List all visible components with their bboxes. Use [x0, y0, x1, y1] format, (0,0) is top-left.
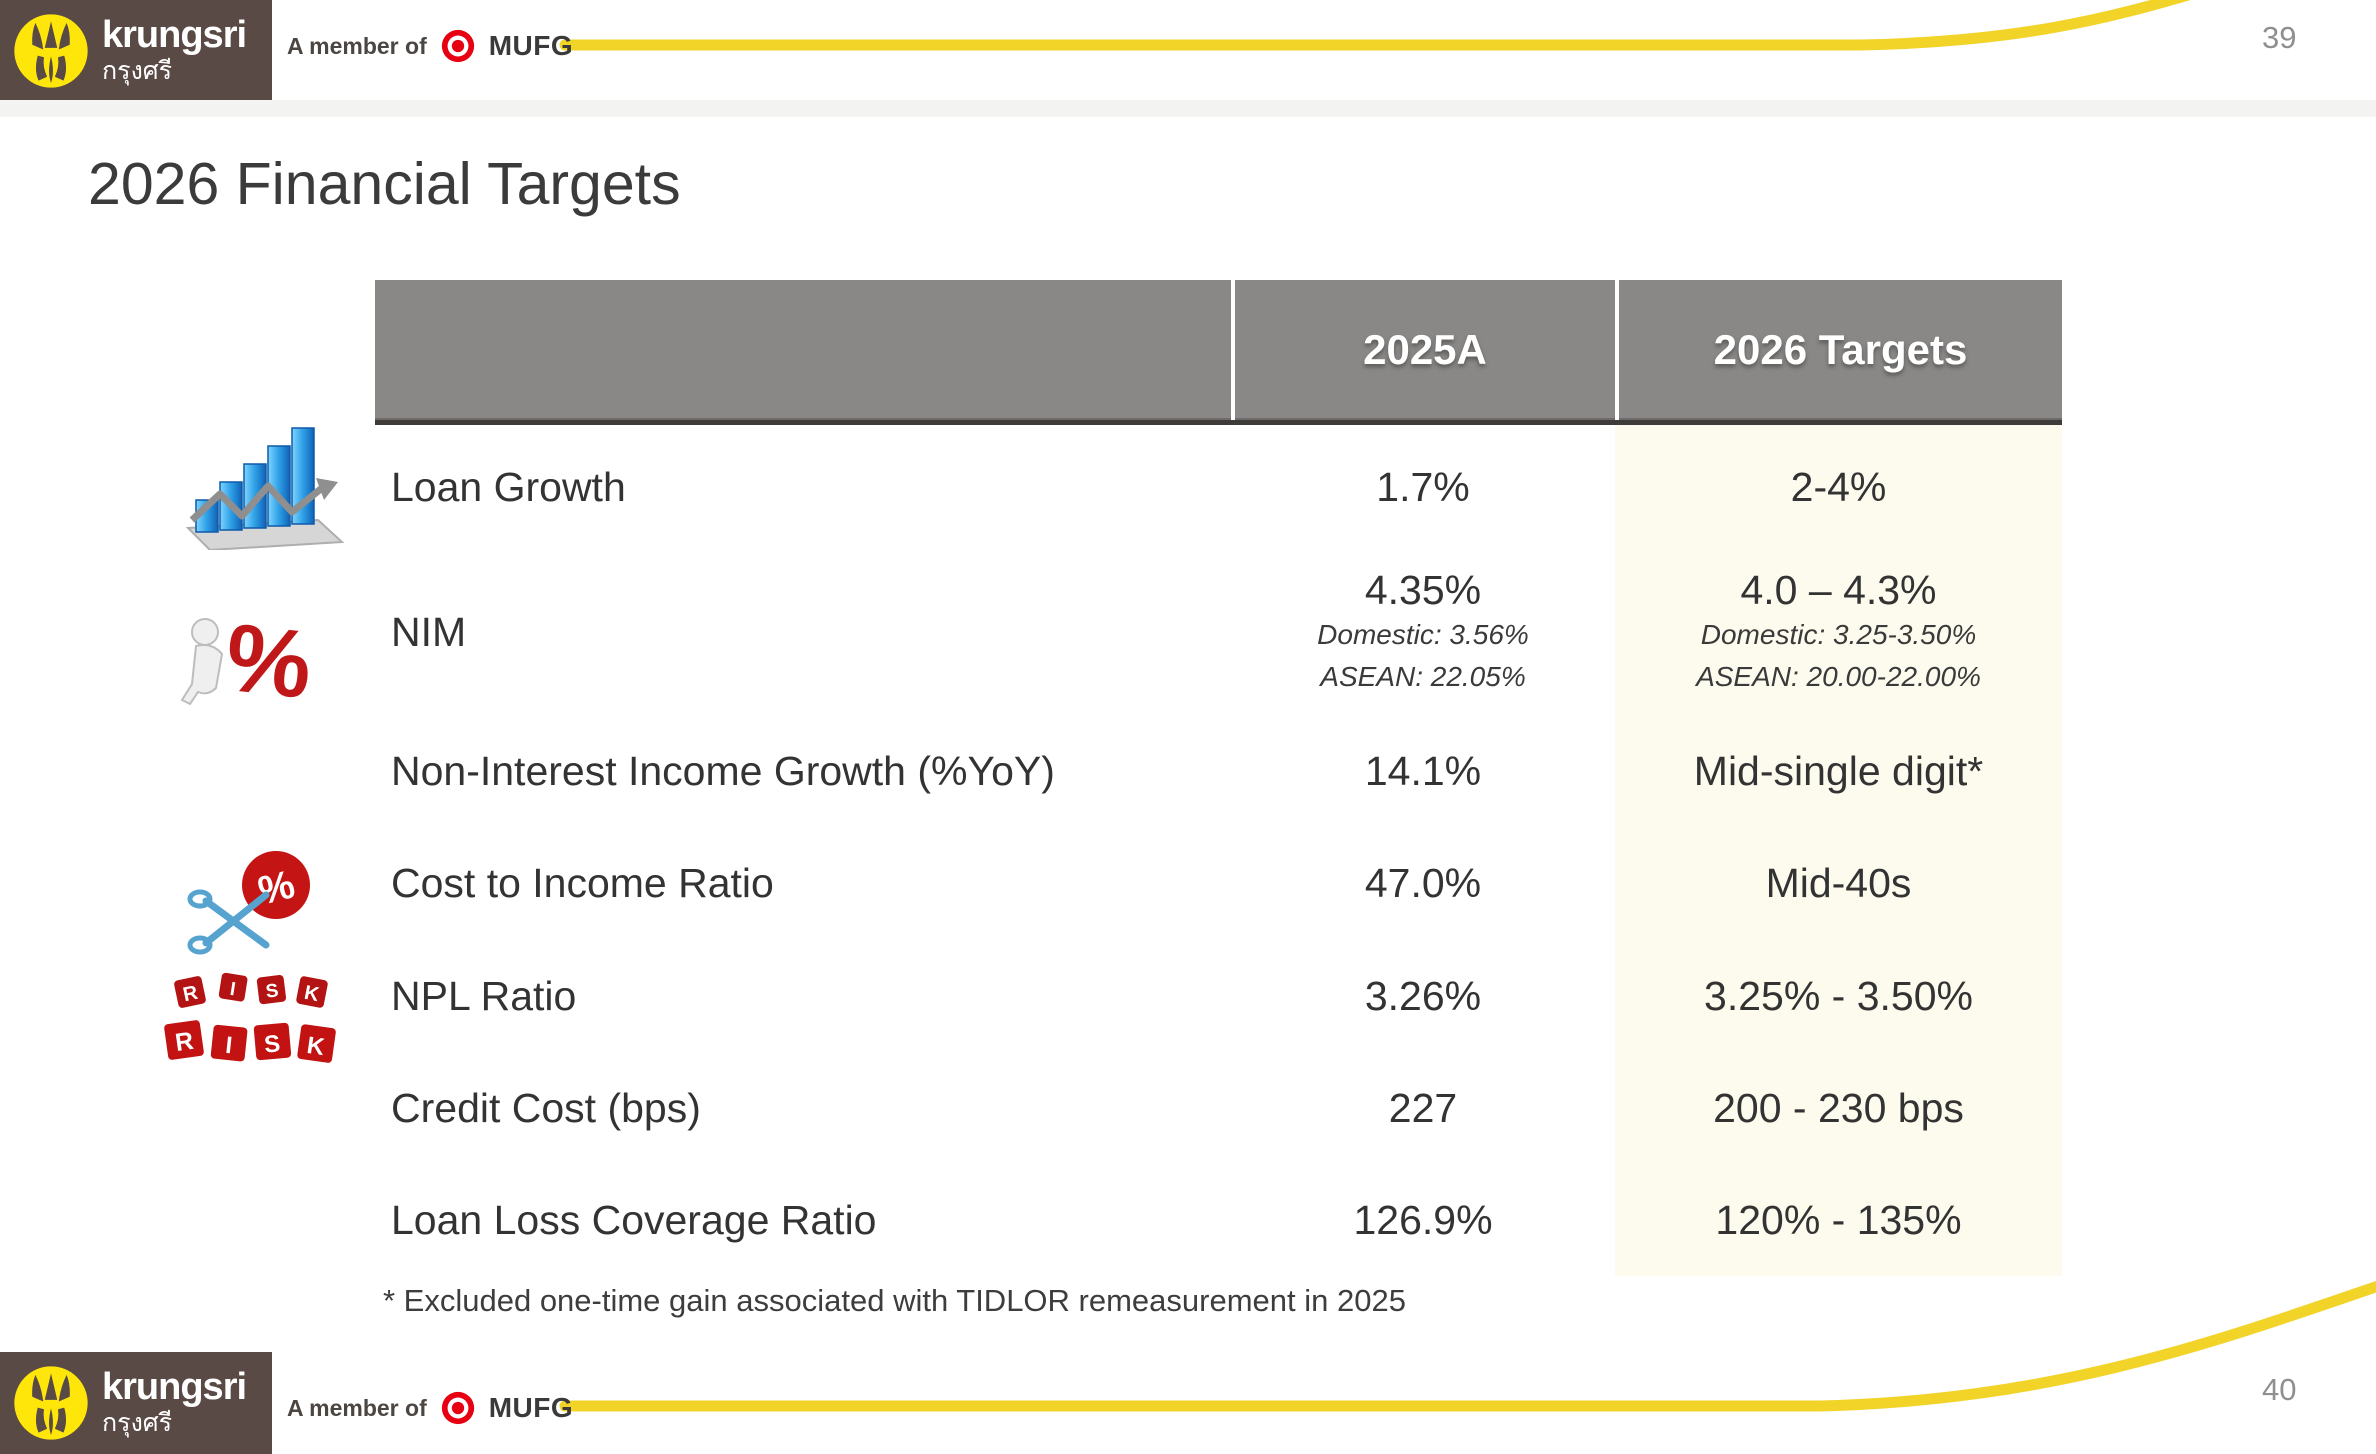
mufg-logo-icon: [441, 29, 474, 63]
krungsri-wordmark: krungsri: [102, 1366, 247, 1409]
member-of-mufg-bottom: A member of MUFG: [287, 1388, 573, 1428]
cell-2025a: 47.0%: [1364, 860, 1482, 906]
column-header-2026-targets: 2026 Targets: [1615, 280, 2062, 420]
mufg-wordmark: MUFG: [488, 1392, 574, 1423]
nim-2025-main: 4.35%: [1364, 566, 1482, 613]
nim-2025-domestic: Domestic: 3.56%: [1317, 619, 1529, 651]
table-row-non-interest-income: Non-Interest Income Growth (%YoY) 14.1% …: [375, 715, 2062, 827]
page-number-next: 40: [2262, 1372, 2297, 1407]
table-row-nim: NIM 4.35% Domestic: 3.56% ASEAN: 22.05% …: [375, 550, 2062, 715]
krungsri-emblem-icon: [14, 14, 88, 88]
nim-2026-main: 4.0 – 4.3%: [1740, 566, 1937, 613]
svg-text:R: R: [173, 1027, 195, 1057]
cell-2026-target: 120% - 135%: [1615, 1164, 2062, 1276]
svg-text:K: K: [302, 982, 321, 1006]
table-header-row: 2025A 2026 Targets: [375, 280, 2062, 425]
page-number-current: 39: [2262, 20, 2297, 55]
mufg-logo-icon: [441, 1391, 474, 1425]
svg-text:K: K: [305, 1032, 327, 1061]
loan-growth-bar-chart-icon: [185, 427, 345, 550]
npl-risk-dice-icon: R I S K R I S K: [164, 972, 336, 1063]
table-row-loan-loss-coverage: Loan Loss Coverage Ratio 126.9% 120% - 1…: [375, 1164, 2062, 1276]
svg-text:S: S: [265, 980, 280, 1002]
cell-2025a: 126.9%: [1353, 1196, 1493, 1243]
financial-targets-table: 2025A 2026 Targets Loan Growth 1.7% 2-4%…: [375, 280, 2062, 1276]
cell-2026-target: 200 - 230 bps: [1615, 1052, 2062, 1164]
krungsri-logo-block-top: krungsri กรุงศรี: [0, 0, 272, 102]
mufg-wordmark: MUFG: [488, 30, 574, 61]
row-label: NIM: [391, 609, 467, 655]
member-of-label: A member of: [287, 32, 427, 59]
row-label: Non-Interest Income Growth (%YoY): [391, 747, 1055, 794]
table-row-loan-growth: Loan Growth 1.7% 2-4%: [375, 425, 2062, 550]
cell-2025a: 1.7%: [1376, 464, 1470, 510]
table-row-npl-ratio: NPL Ratio 3.26% 3.25% - 3.50%: [375, 940, 2062, 1052]
krungsri-logo-block-bottom: krungsri กรุงศรี: [0, 1352, 272, 1454]
krungsri-emblem-icon: [14, 1366, 88, 1440]
cell-2025a: 3.26%: [1364, 972, 1482, 1019]
table-row-credit-cost: Credit Cost (bps) 227 200 - 230 bps: [375, 1052, 2062, 1164]
row-label: Cost to Income Ratio: [391, 860, 774, 906]
table-row-cost-to-income: Cost to Income Ratio 47.0% Mid-40s: [375, 827, 2062, 940]
row-label: Loan Loss Coverage Ratio: [391, 1196, 877, 1243]
svg-text:I: I: [229, 979, 238, 1001]
cell-2026-target: 2-4%: [1615, 425, 2062, 550]
row-label: Loan Growth: [391, 464, 626, 510]
cost-scissors-cutting-icon: %: [187, 851, 310, 955]
nim-2026-asean: ASEAN: 20.00-22.00%: [1696, 661, 1981, 693]
member-of-label: A member of: [287, 1394, 427, 1421]
krungsri-wordmark: krungsri: [102, 14, 247, 57]
slide-title: 2026 Financial Targets: [88, 151, 681, 217]
cell-2026-target: 3.25% - 3.50%: [1615, 940, 2062, 1052]
cell-2026-target: 4.0 – 4.3% Domestic: 3.25-3.50% ASEAN: 2…: [1615, 550, 2062, 715]
svg-text:S: S: [263, 1030, 281, 1058]
cell-2025a: 4.35% Domestic: 3.56% ASEAN: 22.05%: [1231, 550, 1615, 715]
svg-text:%: %: [221, 604, 317, 714]
footnote: * Excluded one-time gain associated with…: [383, 1283, 1406, 1318]
cell-2025a: 14.1%: [1364, 747, 1482, 794]
nim-figure-pushing-percent-icon: %: [180, 604, 317, 714]
cell-2026-target: Mid-single digit*: [1615, 715, 2062, 827]
svg-text:R: R: [181, 982, 200, 1007]
column-header-2025a: 2025A: [1231, 280, 1615, 420]
page-gap-strip: [0, 100, 2376, 117]
nim-2025-asean: ASEAN: 22.05%: [1320, 661, 1526, 693]
member-of-mufg-top: A member of MUFG: [287, 26, 573, 66]
nim-2026-domestic: Domestic: 3.25-3.50%: [1700, 619, 1977, 651]
krungsri-wordmark-thai: กรุงศรี: [102, 1408, 173, 1437]
svg-text:I: I: [224, 1032, 233, 1060]
krungsri-wordmark-thai: กรุงศรี: [102, 56, 173, 85]
cell-2025a: 227: [1388, 1084, 1458, 1131]
row-label: NPL Ratio: [391, 972, 577, 1019]
column-header-blank: [375, 280, 1231, 420]
row-label: Credit Cost (bps): [391, 1084, 701, 1131]
cell-2026-target: Mid-40s: [1615, 827, 2062, 940]
